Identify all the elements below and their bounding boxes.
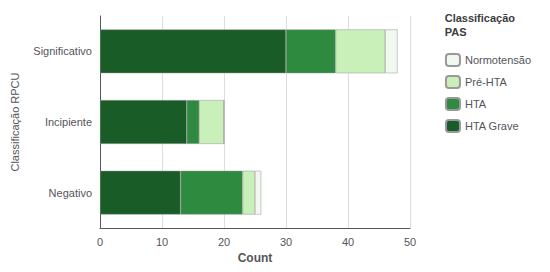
svg-text:10: 10 (156, 236, 168, 248)
svg-text:50: 50 (404, 236, 416, 248)
svg-text:Normotensão: Normotensão (465, 54, 531, 66)
svg-text:Classificação RPCU: Classificação RPCU (9, 72, 21, 171)
svg-text:20: 20 (218, 236, 230, 248)
svg-text:HTA Grave: HTA Grave (465, 120, 519, 132)
svg-text:Negativo: Negativo (49, 187, 92, 199)
svg-text:Incipiente: Incipiente (45, 116, 92, 128)
svg-text:30: 30 (280, 236, 292, 248)
svg-text:Pré-HTA: Pré-HTA (465, 76, 508, 88)
svg-text:0: 0 (97, 236, 103, 248)
svg-text:Significativo: Significativo (33, 45, 92, 57)
svg-text:HTA: HTA (465, 98, 487, 110)
svg-text:40: 40 (342, 236, 354, 248)
svg-text:Classificação: Classificação (445, 12, 516, 24)
svg-text:Count: Count (238, 251, 273, 265)
svg-text:PAS: PAS (445, 26, 467, 38)
